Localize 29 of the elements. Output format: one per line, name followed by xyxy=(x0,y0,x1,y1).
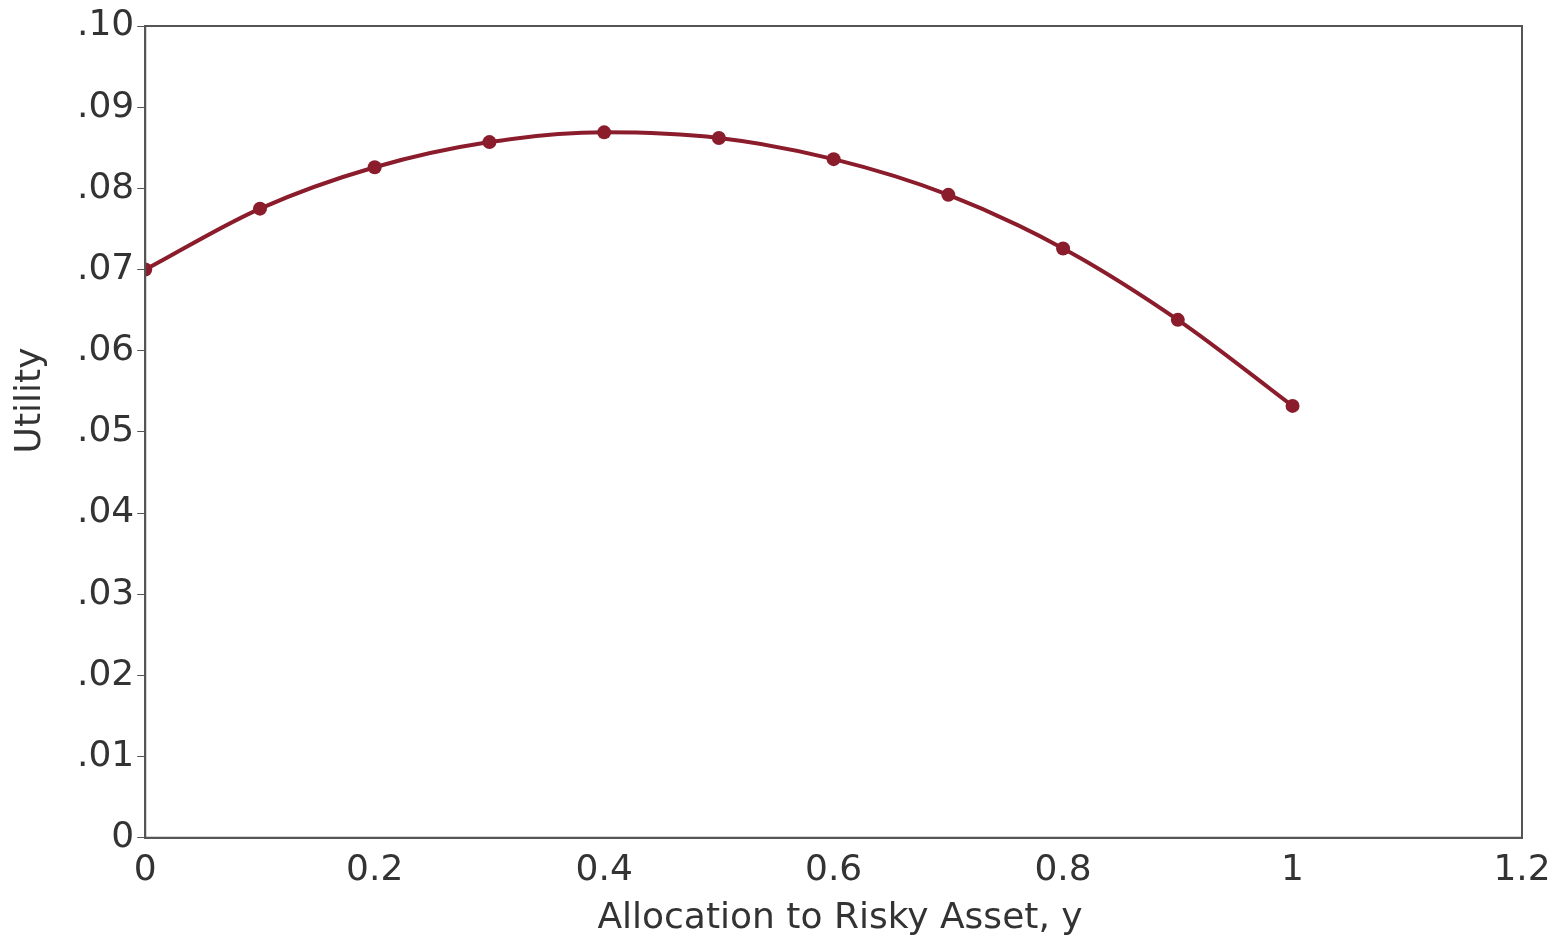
point xyxy=(941,187,956,202)
point xyxy=(367,160,382,175)
y-tick-label: .03 xyxy=(76,570,135,612)
x-tick-label: 1 xyxy=(1281,846,1304,888)
point xyxy=(1285,398,1300,413)
y-tick-label: .06 xyxy=(76,327,135,369)
x-axis-title: Allocation to Risky Asset, y xyxy=(596,895,1084,936)
point xyxy=(1170,312,1185,327)
point xyxy=(597,125,612,140)
point xyxy=(711,131,726,146)
y-axis-title: Utility xyxy=(7,347,49,453)
point xyxy=(482,135,497,150)
y-tick-label: .05 xyxy=(76,408,135,450)
y-tick-label: .09 xyxy=(76,83,135,125)
y-tick-label: 0 xyxy=(111,814,135,856)
y-tick-label: .08 xyxy=(76,164,135,206)
y-tick-label: .02 xyxy=(76,651,135,693)
y-tick-label: .04 xyxy=(76,489,135,531)
point xyxy=(252,201,267,216)
point xyxy=(826,152,841,167)
y-tick-label: .07 xyxy=(76,245,135,287)
x-tick-label: 1.2 xyxy=(1493,846,1551,888)
x-tick-label: 0.6 xyxy=(804,846,863,888)
y-tick-label: .10 xyxy=(76,2,135,44)
x-tick-label: 0.4 xyxy=(575,846,633,888)
x-tick-label: 0.8 xyxy=(1034,846,1092,888)
y-tick-label: .01 xyxy=(76,732,135,774)
x-tick-label: 0.2 xyxy=(346,846,404,888)
point xyxy=(1056,241,1071,256)
